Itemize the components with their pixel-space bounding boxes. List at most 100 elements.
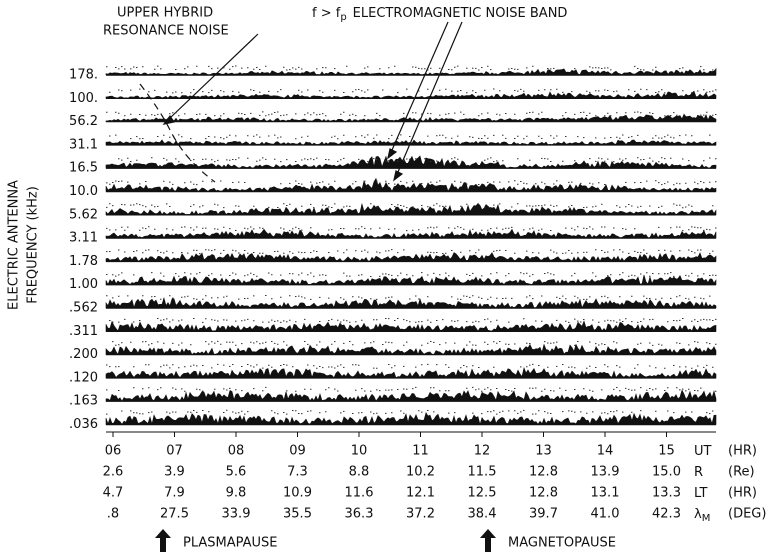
noise-speckle [106,272,717,277]
x-row-label: λM [694,507,710,525]
x-row-value: 12.1 [406,486,435,501]
x-row-value: 12.5 [468,486,497,501]
noise-trace [105,389,717,402]
noise-speckle [106,226,717,232]
annotation-sub: p [340,12,346,23]
pointer [391,21,449,151]
marker-arrow [480,529,496,552]
channel-label: 56.2 [69,114,98,129]
noise-speckle [106,363,714,369]
noise-trace [105,177,717,192]
channel-label: 10.0 [69,184,98,199]
channel-label: .562 [69,301,98,316]
x-row-value: 13.3 [652,486,681,501]
annotation-part: ELECTROMAGNETIC NOISE BAND [353,6,568,21]
x-row-value: 10.9 [283,486,312,501]
channel-label: .200 [69,347,98,362]
x-row-value: 11 [412,444,429,459]
x-row-value: 37.2 [406,507,435,522]
x-row-value: 09 [289,444,306,459]
noise-speckle [106,65,717,71]
noise-trace [105,366,717,379]
x-row-value: 12 [474,444,491,459]
noise-trace [105,320,717,332]
noise-speckle [109,134,711,140]
noise-trace [105,343,717,356]
x-row-value: 3.9 [164,465,185,480]
x-row-value: 15.0 [652,465,681,480]
noise-trace [105,228,717,239]
noise-speckle [118,157,717,163]
x-row-value: 06 [105,444,122,459]
x-row-symbol: R [694,465,703,480]
noise-speckle [106,249,714,255]
channel-label: 3.11 [69,231,98,246]
x-row-value: 27.5 [160,507,189,522]
noise-speckle [106,111,717,117]
x-row-value: 10 [351,444,368,459]
marker-label: PLASMAPAUSE [183,536,278,551]
y-axis-label: FREQUENCY (kHz) [26,186,41,304]
x-row-value: 11.6 [345,486,374,501]
noise-trace [105,252,717,262]
x-row-value: 11.5 [468,465,497,480]
channel-label: 16.5 [69,161,98,176]
x-row-value: 38.4 [468,507,497,522]
x-row-unit: (DEG) [728,507,766,522]
x-row-value: 7.3 [287,465,308,480]
x-row-symbol-sub: M [702,513,711,524]
x-row-value: 39.7 [529,507,558,522]
channel-label: 31.1 [69,137,98,152]
arrow-head [393,170,404,182]
x-row-label: LT [694,486,707,501]
channel-label: .120 [69,370,98,385]
marker-arrow [155,529,171,552]
x-row-value: 15 [658,444,675,459]
noise-trace [105,67,717,76]
marker-label: MAGNETOPAUSE [508,536,616,551]
noise-trace [105,155,717,169]
y-axis-label: ELECTRIC ANTENNA [7,180,22,310]
noise-speckle [106,386,717,392]
x-row-symbol: LT [694,486,707,501]
noise-trace [105,297,717,309]
noise-trace [105,411,717,426]
x-row-value: 33.9 [222,507,251,522]
x-row-value: 42.3 [652,507,681,522]
noise-speckle [106,180,717,186]
noise-trace [105,274,717,286]
x-row-value: 10.2 [406,465,435,480]
channel-label: 100. [69,91,98,106]
x-row-label: UT [694,444,712,459]
annotation: RESONANCE NOISE [103,24,229,39]
noise-speckle [112,340,717,346]
noise-trace [105,113,717,122]
x-row-value: 14 [597,444,614,459]
x-row-value: 07 [166,444,183,459]
x-row-value: 36.3 [345,507,374,522]
x-row-value: 41.0 [591,507,620,522]
channel-label: .036 [69,417,98,432]
noise-speckle [106,409,714,415]
noise-speckle [109,318,717,323]
channel-label: 1.00 [69,277,98,292]
x-row-unit: (HR) [728,444,757,459]
annotation: UPPER HYBRID [117,6,213,21]
x-row-value: 08 [228,444,245,459]
noise-trace [105,90,717,99]
noise-speckle [109,88,717,94]
channel-label: 1.78 [69,254,98,269]
x-row-value: 12.8 [529,465,558,480]
x-row-value: 12.8 [529,486,558,501]
x-row-symbol: λ [694,507,702,522]
arrow-head [387,148,398,160]
channel-label: 178. [69,68,98,83]
noise-speckle [106,203,714,209]
channel-label: .311 [69,324,98,339]
channel-label: .163 [69,394,98,409]
pointer [169,33,259,119]
noise-trace [105,139,717,146]
x-row-value: 35.5 [283,507,312,522]
